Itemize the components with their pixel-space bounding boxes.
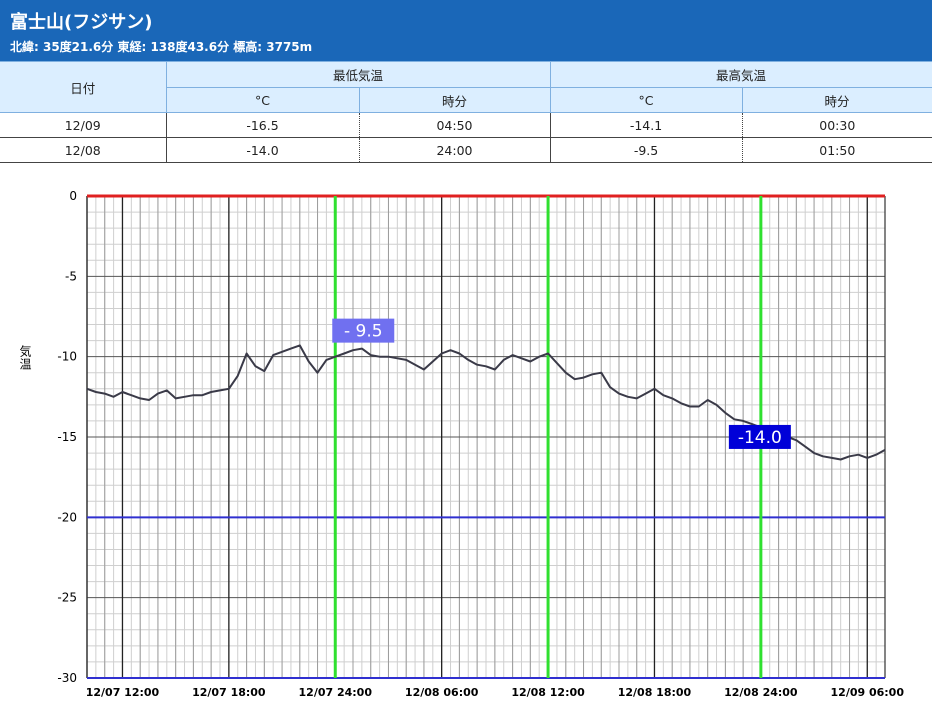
min-temp-annotation: -14.0 bbox=[728, 424, 791, 449]
table-row: 12/09 -16.5 04:50 -14.1 00:30 bbox=[0, 112, 932, 138]
x-tick-label: 12/07 18:00 bbox=[192, 686, 266, 699]
y-tick-label: 0 bbox=[69, 189, 77, 203]
table-header-row: 日付 最低気温 最高気温 bbox=[0, 61, 932, 113]
x-tick-label: 12/08 24:00 bbox=[724, 686, 798, 699]
x-tick-label: 12/07 12:00 bbox=[86, 686, 160, 699]
row-min-time: 04:50 bbox=[358, 112, 551, 138]
temperature-summary-table: 日付 最低気温 最高気温 °C 時分 °C 時分 12/09 -16.5 04:… bbox=[0, 61, 932, 163]
y-tick-label: -5 bbox=[65, 269, 77, 283]
y-tick-label: -10 bbox=[57, 350, 77, 364]
row-max-temp: -9.5 bbox=[549, 137, 743, 163]
max-unit-header: °C bbox=[549, 87, 743, 113]
max-time-header: 時分 bbox=[741, 87, 932, 113]
row-date: 12/08 bbox=[0, 137, 167, 163]
station-name: 富士山(フジサン) bbox=[10, 12, 153, 33]
row-min-temp: -16.5 bbox=[165, 112, 360, 138]
row-min-temp: -14.0 bbox=[165, 137, 360, 163]
temperature-series-line bbox=[86, 344, 886, 461]
y-tick-label: -20 bbox=[57, 510, 77, 524]
y-tick-label: -15 bbox=[57, 430, 77, 444]
row-max-temp: -14.1 bbox=[549, 112, 743, 138]
x-tick-label: 12/09 06:00 bbox=[831, 686, 905, 699]
row-date: 12/09 bbox=[0, 112, 167, 138]
row-max-time: 01:50 bbox=[741, 137, 932, 163]
y-tick-label: -25 bbox=[57, 591, 77, 605]
min-time-header: 時分 bbox=[358, 87, 551, 113]
station-location: 北緯: 35度21.6分 東経: 138度43.6分 標高: 3775m bbox=[10, 40, 313, 54]
annotation-label: -14.0 bbox=[738, 428, 782, 448]
y-axis-label: 気温 bbox=[18, 345, 32, 371]
x-tick-label: 12/08 18:00 bbox=[618, 686, 692, 699]
date-column-header: 日付 bbox=[0, 61, 167, 113]
annotation-box bbox=[332, 318, 395, 343]
y-tick-label: -30 bbox=[57, 671, 77, 685]
station-header: 富士山(フジサン) 北緯: 35度21.6分 東経: 138度43.6分 標高:… bbox=[0, 0, 932, 61]
x-tick-label: 12/08 12:00 bbox=[511, 686, 585, 699]
min-unit-header: °C bbox=[165, 87, 360, 113]
row-min-time: 24:00 bbox=[358, 137, 551, 163]
table-subheader-row: °C 時分 °C 時分 bbox=[0, 87, 932, 113]
x-tick-label: 12/08 06:00 bbox=[405, 686, 479, 699]
x-tick-label: 12/07 24:00 bbox=[299, 686, 373, 699]
min-temp-header: 最低気温 bbox=[165, 61, 551, 88]
annotation-box bbox=[728, 424, 791, 449]
max-temp-annotation: - 9.5 bbox=[332, 318, 395, 343]
max-temp-header: 最高気温 bbox=[549, 61, 932, 88]
temperature-chart: 0 -5 -10 -15 -20 -25 -30 12/07 12:00 12/07 18:00… bbox=[57, 189, 905, 699]
row-max-time: 00:30 bbox=[741, 112, 932, 138]
annotation-label: - 9.5 bbox=[344, 322, 383, 342]
table-row: 12/08 -14.0 24:00 -9.5 01:50 bbox=[0, 137, 932, 163]
